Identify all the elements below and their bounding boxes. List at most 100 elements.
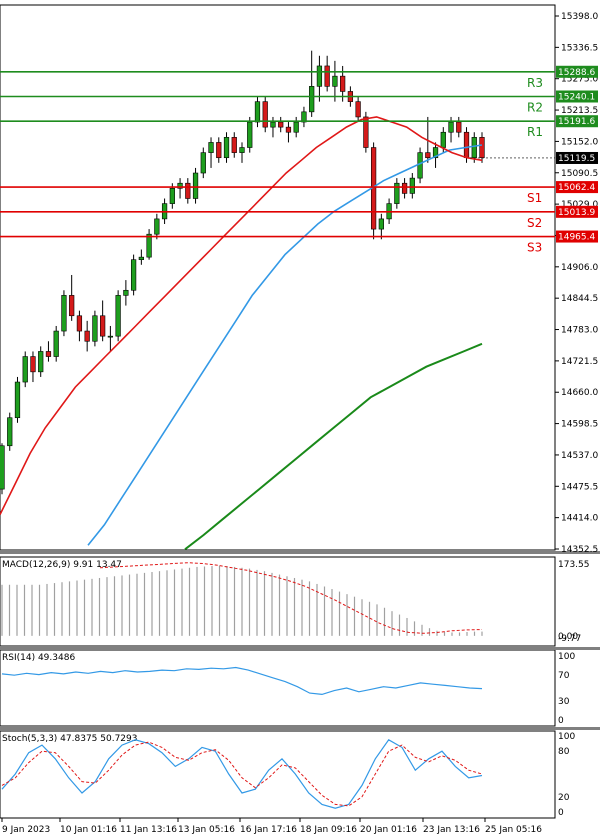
rsi-pane-frame bbox=[0, 649, 556, 727]
candle-body bbox=[355, 101, 361, 118]
price-ytick-label: 15029.0 bbox=[561, 200, 598, 210]
stoch-ytick-label: 80 bbox=[558, 747, 570, 757]
candle-body bbox=[0, 445, 5, 490]
x-tick-label: 23 Jan 13:16 bbox=[423, 825, 480, 835]
candle-body bbox=[69, 295, 75, 317]
level-name-s2: S2 bbox=[527, 216, 542, 230]
price-ytick-label: 15336.5 bbox=[561, 43, 598, 53]
ma-red-line bbox=[0, 116, 483, 515]
candle-body bbox=[115, 295, 121, 337]
candle-body bbox=[479, 137, 485, 159]
macd-pane-frame bbox=[0, 556, 556, 647]
candle-body bbox=[154, 218, 160, 235]
level-price-label: 14965.4 bbox=[558, 233, 595, 243]
price-ytick-label: 15152.0 bbox=[561, 137, 598, 147]
price-ytick-label: 14660.0 bbox=[561, 388, 598, 398]
x-tick-label: 10 Jan 01:16 bbox=[60, 825, 117, 835]
candle-body bbox=[208, 142, 214, 153]
level-price-box bbox=[556, 230, 598, 243]
candle-body bbox=[216, 142, 222, 159]
stoch-label: Stoch(5,3,3) 47.8375 50.7293 bbox=[2, 734, 137, 744]
macd-signal-line bbox=[99, 562, 483, 634]
rsi-ytick-label: 100 bbox=[558, 652, 575, 662]
candle-body bbox=[30, 356, 36, 373]
candle-body bbox=[285, 126, 292, 133]
level-name-s1: S1 bbox=[527, 191, 542, 205]
price-ytick-label: 14475.5 bbox=[561, 482, 598, 492]
candle-body bbox=[448, 121, 454, 133]
price-ytick-label: 14721.5 bbox=[561, 357, 598, 367]
macd-ytick-label: 173.55 bbox=[558, 560, 590, 570]
candle-body bbox=[340, 75, 346, 92]
candle-body bbox=[293, 121, 299, 133]
candle-body bbox=[200, 152, 206, 174]
candle-body bbox=[471, 137, 477, 159]
candle-body bbox=[123, 289, 129, 296]
price-ytick-label: 15398.0 bbox=[561, 12, 598, 22]
stoch-k-line bbox=[1, 739, 483, 809]
level-name-r1: R1 bbox=[527, 125, 543, 139]
macd-ytick-label: -9.77 bbox=[558, 634, 581, 644]
current-price-box bbox=[556, 151, 598, 164]
candle-body bbox=[223, 137, 230, 159]
candle-body bbox=[177, 182, 183, 189]
ma-blue-line bbox=[87, 144, 483, 546]
candle-body bbox=[378, 218, 384, 230]
candle-body bbox=[7, 417, 13, 447]
x-tick-label: 20 Jan 01:16 bbox=[360, 825, 417, 835]
candle-body bbox=[107, 335, 114, 338]
candle-body bbox=[394, 182, 400, 204]
candle-body bbox=[409, 177, 415, 194]
level-price-box bbox=[556, 115, 598, 128]
candle-body bbox=[192, 172, 199, 199]
level-price-label: 15288.6 bbox=[558, 68, 595, 78]
rsi-ytick-label: 70 bbox=[558, 671, 570, 681]
candle-body bbox=[262, 101, 268, 128]
stoch-ytick-label: 0 bbox=[558, 808, 564, 818]
candle-body bbox=[53, 330, 59, 357]
macd-label: MACD(12,26,9) 9.91 13.47 bbox=[2, 560, 122, 570]
candle-body bbox=[324, 65, 330, 87]
candle-body bbox=[22, 356, 28, 383]
price-ytick-label: 14906.0 bbox=[561, 263, 598, 273]
level-price-label: 15013.9 bbox=[558, 208, 595, 218]
price-ytick-label: 14352.5 bbox=[561, 545, 598, 555]
x-tick-label: 9 Jan 2023 bbox=[2, 825, 50, 835]
price-ytick-label: 14783.0 bbox=[561, 326, 598, 336]
pane-separator bbox=[0, 727, 600, 730]
rsi-line bbox=[1, 666, 483, 696]
candle-body bbox=[61, 295, 67, 332]
candle-body bbox=[278, 121, 284, 128]
candle-body bbox=[138, 256, 144, 260]
level-price-label: 15062.4 bbox=[558, 183, 595, 193]
pane-separator bbox=[0, 647, 600, 650]
x-tick-label: 18 Jan 09:16 bbox=[300, 825, 357, 835]
x-tick-label: 16 Jan 17:16 bbox=[240, 825, 297, 835]
price-ytick-label: 15275.0 bbox=[561, 75, 598, 85]
candle-body bbox=[425, 152, 431, 159]
x-tick-label: 13 Jan 05:16 bbox=[178, 825, 235, 835]
rsi-ytick-label: 0 bbox=[558, 716, 564, 726]
x-tick-label: 25 Jan 05:16 bbox=[485, 825, 542, 835]
current-price-label: 15119.5 bbox=[558, 154, 595, 164]
stoch-ytick-label: 20 bbox=[558, 793, 570, 803]
candle-body bbox=[146, 233, 152, 258]
candle-body bbox=[309, 86, 315, 113]
price-ytick-label: 14414.0 bbox=[561, 514, 598, 524]
rsi-ytick-label: 30 bbox=[558, 697, 570, 707]
macd-ytick-label: 0.00 bbox=[558, 632, 578, 642]
candle-body bbox=[130, 259, 137, 291]
level-price-box bbox=[556, 65, 598, 78]
stoch-ytick-label: 100 bbox=[558, 732, 575, 742]
candle-body bbox=[363, 116, 369, 148]
price-ytick-label: 14537.0 bbox=[561, 451, 598, 461]
candle-body bbox=[100, 315, 106, 337]
candle-body bbox=[185, 182, 191, 199]
candle-body bbox=[254, 101, 261, 123]
candle-body bbox=[270, 121, 276, 128]
candle-body bbox=[247, 121, 253, 148]
level-price-label: 15191.6 bbox=[558, 117, 595, 127]
level-name-r2: R2 bbox=[527, 100, 543, 114]
rsi-label: RSI(14) 49.3486 bbox=[2, 653, 75, 663]
